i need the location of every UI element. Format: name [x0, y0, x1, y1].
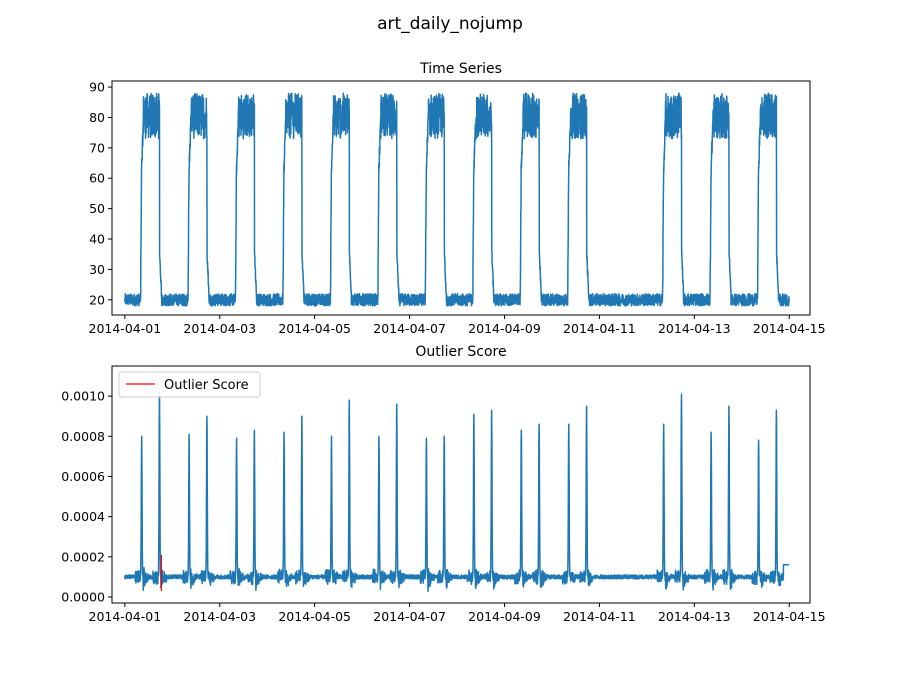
- y-tick-label: 60: [89, 171, 105, 186]
- time-series-y-axis: 20 30 40 50 60 70 80 90: [89, 80, 112, 307]
- outlier-score-plot-area: [124, 391, 790, 593]
- y-tick-label: 30: [89, 262, 105, 277]
- time-series-frame: [111, 80, 811, 316]
- outlier-score-legend: Outlier Score: [118, 371, 261, 398]
- y-tick-label: 0.0000: [61, 589, 105, 604]
- time-series-x-axis: 2014-04-01 2014-04-03 2014-04-05 2014-04-07…: [89, 315, 826, 336]
- x-tick-label: 2014-04-05: [278, 321, 351, 336]
- y-tick-label: 70: [89, 140, 105, 155]
- y-tick-label: 90: [89, 80, 105, 95]
- y-tick-label: 50: [89, 201, 105, 216]
- outlier-score-frame: [111, 365, 811, 604]
- y-tick-label: 40: [89, 232, 105, 247]
- legend-box: [118, 371, 261, 398]
- x-tick-label: 2014-04-09: [468, 321, 541, 336]
- time-series-title: Time Series: [419, 61, 502, 77]
- time-series-plot-area: [124, 92, 790, 307]
- outlier-score-y-axis: 0.0000 0.0002 0.0004 0.0006 0.0008 0.0010: [61, 389, 112, 604]
- y-tick-label: 0.0006: [61, 469, 105, 484]
- x-tick-label: 2014-04-01: [89, 321, 162, 336]
- y-tick-label: 20: [89, 292, 105, 307]
- outlier-score-title: Outlier Score: [415, 344, 506, 360]
- x-tick-label: 2014-04-13: [658, 609, 731, 624]
- x-tick-label: 2014-04-07: [373, 609, 446, 624]
- x-tick-label: 2014-04-11: [563, 609, 636, 624]
- time-series-line: [124, 92, 790, 307]
- time-series-chart: Time Series 2014-04-01 2014-04-03 2014-04-…: [89, 61, 826, 336]
- legend-label: Outlier Score: [164, 378, 249, 393]
- outlier-score-chart: Outlier Score 2014-04-01 2014-04-03 2014-0…: [61, 344, 825, 624]
- x-tick-label: 2014-04-15: [753, 321, 826, 336]
- x-tick-label: 2014-04-03: [183, 321, 256, 336]
- x-tick-label: 2014-04-11: [563, 321, 636, 336]
- x-tick-label: 2014-04-13: [658, 321, 731, 336]
- outlier-score-line: [124, 391, 790, 593]
- x-tick-label: 2014-04-05: [278, 609, 351, 624]
- y-tick-label: 0.0004: [61, 509, 105, 524]
- x-tick-label: 2014-04-03: [183, 609, 256, 624]
- outlier-score-x-axis: 2014-04-01 2014-04-03 2014-04-05 2014-04-07…: [89, 603, 826, 624]
- figure-suptitle: art_daily_nojump: [377, 14, 523, 34]
- y-tick-label: 0.0010: [61, 389, 105, 404]
- y-tick-label: 80: [89, 110, 105, 125]
- x-tick-label: 2014-04-07: [373, 321, 446, 336]
- y-tick-label: 0.0002: [61, 549, 105, 564]
- x-tick-label: 2014-04-01: [89, 609, 162, 624]
- y-tick-label: 0.0008: [61, 429, 105, 444]
- x-tick-label: 2014-04-09: [468, 609, 541, 624]
- x-tick-label: 2014-04-15: [753, 609, 826, 624]
